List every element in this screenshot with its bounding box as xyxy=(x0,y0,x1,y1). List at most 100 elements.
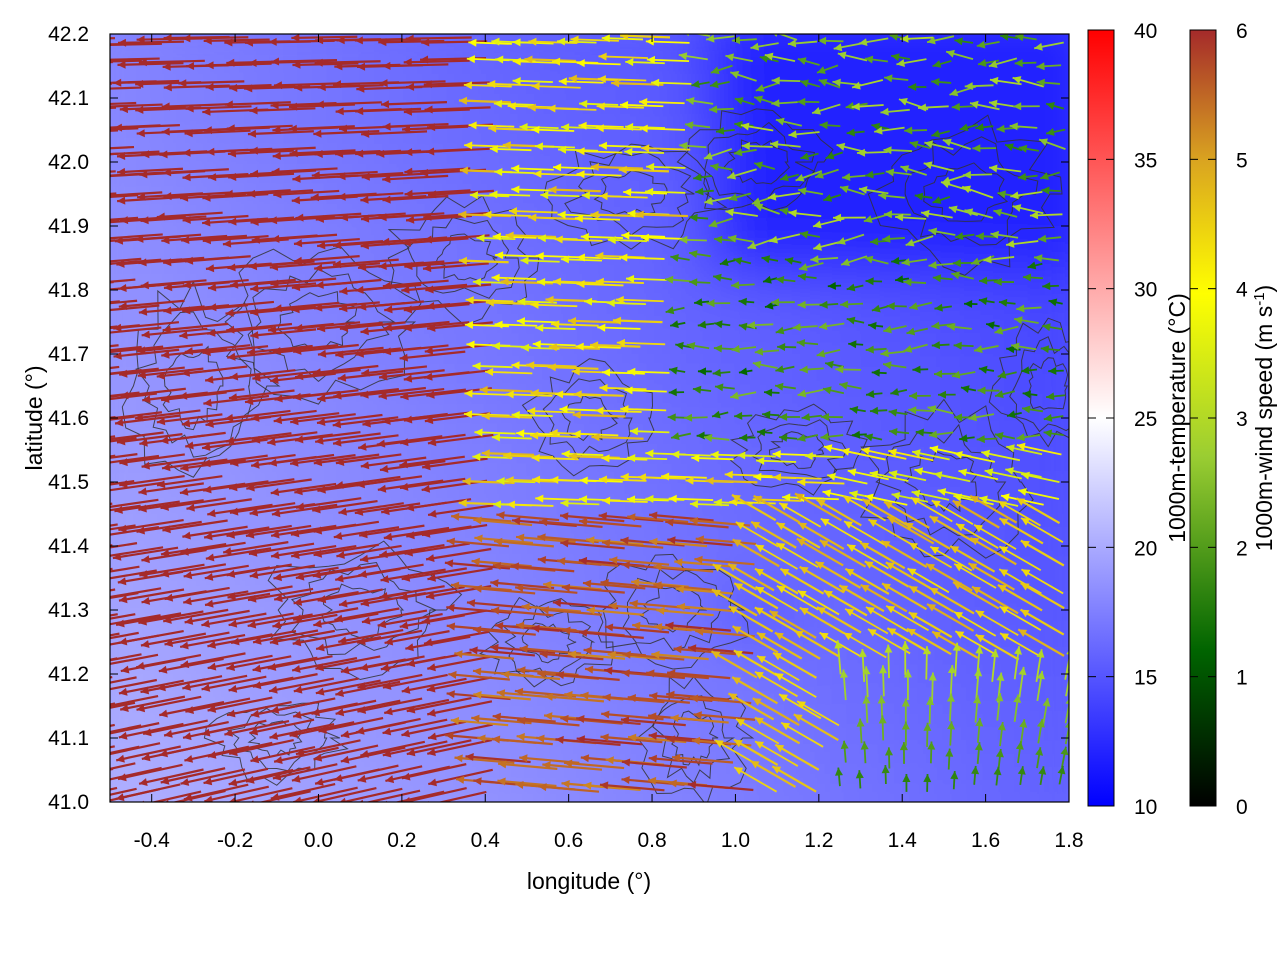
wind-vector-head xyxy=(820,518,830,527)
wind-vector-head xyxy=(666,735,676,744)
temperature-cell xyxy=(950,234,991,275)
wind-vector-head xyxy=(428,509,437,518)
wind-vector-head xyxy=(421,484,431,493)
wind-vector xyxy=(880,539,928,569)
wind-vector-head xyxy=(273,304,282,313)
wind-vector-head xyxy=(184,256,194,265)
wind-vector-head xyxy=(491,433,500,442)
wind-vector-head xyxy=(1027,261,1037,270)
wind-vector-head xyxy=(1005,467,1014,475)
wind-vector-head xyxy=(883,325,892,334)
wind-vector-head xyxy=(294,83,303,92)
wind-vector xyxy=(969,536,1017,566)
temperature-cell xyxy=(710,34,751,35)
wind-vector-head xyxy=(1046,392,1055,401)
wind-vector-head xyxy=(1020,609,1030,618)
wind-vector-head xyxy=(205,420,214,428)
wind-vector-head xyxy=(403,323,412,332)
wind-vector xyxy=(796,537,844,567)
wind-vector-head xyxy=(866,390,875,399)
wind-vector-head xyxy=(941,180,950,189)
wind-vector xyxy=(582,581,646,590)
wind-vector-head xyxy=(797,478,806,487)
wind-vector-head xyxy=(820,432,829,441)
wind-vector-head xyxy=(598,512,607,521)
wind-vector-head xyxy=(163,306,172,315)
wind-vector-head xyxy=(555,390,564,399)
wind-vector-head xyxy=(929,587,939,596)
wind-vector-head xyxy=(458,96,468,105)
wind-vector-head xyxy=(558,77,567,86)
wind-vector xyxy=(649,513,714,522)
wind-vector xyxy=(552,601,619,610)
wind-vector-head xyxy=(846,316,856,325)
wind-vector xyxy=(401,677,467,693)
wind-vector-head xyxy=(138,307,148,316)
wind-vector xyxy=(379,80,446,85)
wind-vector-head xyxy=(207,705,217,713)
wind-vector-head xyxy=(186,62,195,70)
wind-vector-head xyxy=(317,349,327,358)
wind-vector xyxy=(160,767,226,784)
wind-vector-head xyxy=(74,327,82,335)
wind-vector xyxy=(405,83,472,89)
wind-vector-head xyxy=(998,298,1008,307)
wind-vector-head xyxy=(292,665,301,673)
wind-vector-head xyxy=(72,195,80,203)
wind-vector-head xyxy=(141,597,151,605)
wind-vector-head xyxy=(520,256,529,265)
wind-vector-head xyxy=(314,303,323,312)
wind-vector-head xyxy=(975,718,984,727)
wind-vector-head xyxy=(161,127,170,136)
wind-vector xyxy=(339,212,406,220)
wind-vector xyxy=(335,453,402,465)
wind-vector xyxy=(929,515,976,544)
wind-vector-head xyxy=(704,152,713,160)
temperature-cell xyxy=(70,834,111,875)
temperature-cell xyxy=(870,314,911,355)
wind-vector-head xyxy=(527,407,536,416)
wind-vector xyxy=(793,713,839,741)
wind-vector-head xyxy=(403,374,413,383)
temperature-cell xyxy=(790,314,831,355)
wind-vector-head xyxy=(291,34,300,42)
wind-vector xyxy=(510,564,575,573)
wind-vector xyxy=(294,431,361,442)
wind-vector xyxy=(201,675,267,691)
wind-vector-head xyxy=(763,275,772,284)
wind-vector-head xyxy=(248,262,258,271)
wind-vector-head xyxy=(94,642,103,650)
colorbar-tick-label: 1 xyxy=(1236,667,1248,690)
wind-vector xyxy=(998,568,1042,595)
wind-vector xyxy=(427,504,494,517)
wind-vector xyxy=(576,717,641,726)
wind-vector-head xyxy=(423,212,432,221)
wind-vector-head xyxy=(714,320,723,329)
wind-vector xyxy=(338,628,404,643)
wind-vector-head xyxy=(269,637,279,646)
wind-vector-head xyxy=(163,192,172,201)
wind-vector xyxy=(365,789,421,802)
wind-vector xyxy=(268,453,335,465)
wind-vector xyxy=(161,347,227,357)
wind-vector-head xyxy=(450,581,460,590)
wind-vector xyxy=(454,652,515,660)
terrain-contour xyxy=(904,450,978,513)
wind-vector-head xyxy=(378,38,387,47)
wind-vector-head xyxy=(164,729,173,738)
wind-vector-head xyxy=(203,36,212,45)
wind-vector-head xyxy=(801,413,811,421)
wind-vector-head xyxy=(268,458,278,467)
wind-vector-head xyxy=(315,36,324,45)
wind-vector-head xyxy=(731,494,741,503)
wind-vector-head xyxy=(357,706,367,714)
wind-vector xyxy=(1015,497,1061,525)
wind-vector xyxy=(110,391,140,398)
wind-vector-head xyxy=(839,585,849,593)
wind-vector-head xyxy=(596,102,605,111)
wind-vector-head xyxy=(757,428,766,437)
temperature-cell xyxy=(950,554,991,595)
wind-vector-head xyxy=(703,434,713,442)
wind-vector xyxy=(537,535,599,544)
wind-vector xyxy=(249,146,316,153)
